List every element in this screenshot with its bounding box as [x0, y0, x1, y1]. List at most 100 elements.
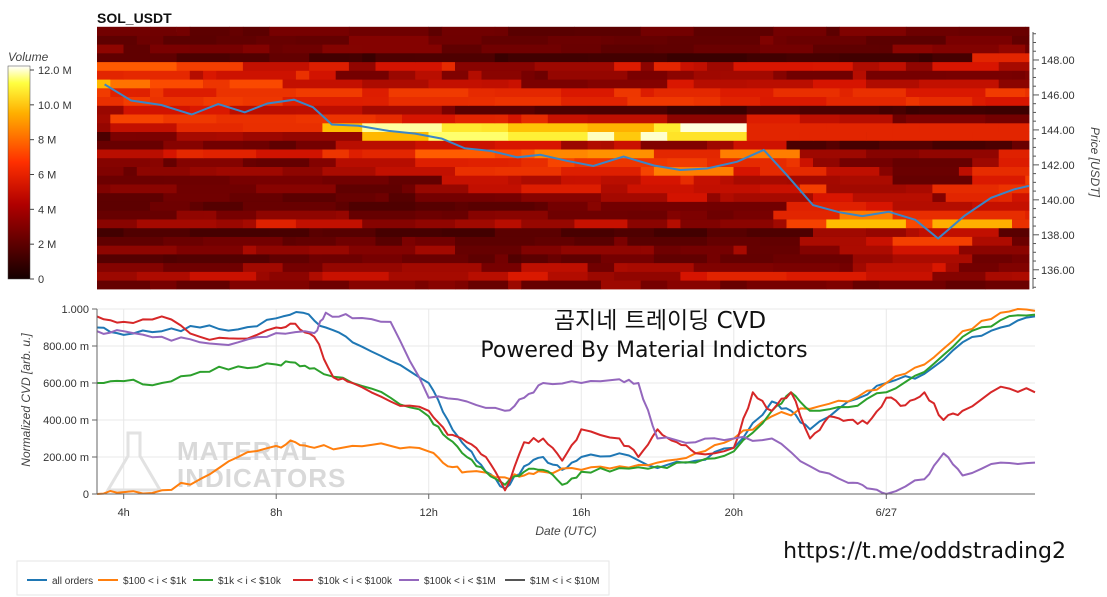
heatmap-cell — [1012, 271, 1030, 281]
heatmap-cell — [839, 87, 854, 97]
heatmap-cell — [521, 79, 588, 89]
heatmap-cell — [653, 44, 695, 54]
heatmap-cell — [667, 53, 748, 63]
legend-item-label[interactable]: $1k < i < $10k — [218, 576, 282, 587]
heatmap-cell — [508, 175, 522, 185]
heatmap-cell — [799, 149, 867, 159]
heatmap-cell — [176, 157, 244, 167]
cvd-y-tick-label: 0 — [83, 489, 89, 501]
heatmap-cell — [97, 149, 164, 159]
heatmap-cell — [1012, 219, 1030, 229]
heatmap-cell — [892, 175, 973, 185]
heatmap-cell — [958, 26, 1026, 36]
heatmap-cell — [229, 53, 270, 63]
heatmap-cell — [362, 131, 429, 141]
heatmap-cell — [720, 280, 748, 290]
heatmap-cell — [707, 201, 787, 211]
heatmap-cell — [574, 219, 628, 229]
heatmap-cell — [587, 79, 641, 89]
heatmap-cell — [653, 149, 721, 159]
heatmap-cell — [468, 201, 535, 211]
price-tick-label: 138.00 — [1041, 230, 1075, 242]
heatmap-cell — [534, 201, 549, 211]
heatmap-cell — [707, 157, 787, 167]
legend-item-label[interactable]: $1M < i < $10M — [530, 576, 599, 587]
cvd-series-line — [97, 313, 1036, 486]
heatmap-cell — [282, 236, 297, 246]
legend-item-label[interactable]: all orders — [52, 576, 93, 587]
legend-item-label[interactable]: $100k < i < $1M — [424, 576, 496, 587]
heatmap-cell — [627, 262, 695, 272]
heatmap-cell — [348, 53, 363, 63]
heatmap-cell — [110, 122, 177, 132]
heatmap-cell — [972, 201, 1030, 211]
heatmap-cell — [826, 140, 840, 150]
heatmap-cell — [229, 26, 244, 36]
colorbar-tick-label: 2 M — [38, 239, 56, 251]
heatmap-cell — [998, 44, 1026, 54]
heatmap-cell — [269, 254, 310, 264]
heatmap-cell — [786, 140, 827, 150]
telegram-link[interactable]: https://t.me/oddstrading2 — [783, 539, 1066, 564]
heatmap-cell — [203, 236, 284, 246]
heatmap-cell — [680, 219, 721, 229]
heatmap-cell — [547, 254, 562, 264]
heatmap-cell — [362, 87, 390, 97]
heatmap-cell — [640, 201, 708, 211]
heatmap-cell — [680, 61, 695, 71]
heatmap-cell — [561, 254, 602, 264]
heatmap-cell — [216, 219, 244, 229]
heatmap-cell — [375, 53, 416, 63]
heatmap-cell — [97, 184, 111, 194]
heatmap-cell — [587, 201, 602, 211]
heatmap-cell — [362, 96, 390, 106]
heatmap-cell — [242, 219, 257, 229]
heatmap-cell — [932, 140, 986, 150]
legend-item-label[interactable]: $100 < i < $1k — [123, 576, 187, 587]
heatmap-cell — [136, 271, 191, 281]
heatmap-cell — [693, 26, 774, 36]
legend-item-label[interactable]: $10k < i < $100k — [318, 576, 393, 587]
heatmap-cell — [322, 262, 403, 272]
heatmap-cell — [945, 280, 986, 290]
heatmap-cell — [693, 70, 721, 80]
heatmap-cell — [534, 105, 588, 115]
heatmap-cell — [640, 87, 655, 97]
colorbar-tick-label: 10.0 M — [38, 100, 72, 112]
heatmap-cell — [322, 254, 363, 264]
heatmap-cell — [945, 262, 960, 272]
heatmap-cell — [282, 44, 323, 54]
heatmap-cell — [150, 26, 177, 36]
heatmap-cell — [839, 175, 893, 185]
heatmap-cell — [508, 122, 589, 132]
heatmap-cell — [441, 61, 456, 71]
heatmap-cell — [614, 87, 641, 97]
heatmap-cell — [521, 149, 535, 159]
heatmap-cell — [866, 227, 907, 237]
heatmap-cell — [653, 122, 681, 132]
cvd-series-line — [96, 308, 1036, 495]
cvd-y-tick-label: 1.000 — [61, 304, 89, 316]
heatmap-cell — [693, 79, 748, 89]
price-axis: 148.00 146.00 144.00 142.00 140.00 138.00 136.… — [1032, 32, 1075, 289]
heatmap-cell — [97, 140, 164, 150]
heatmap-cell — [680, 245, 734, 255]
heatmap-cell — [892, 157, 973, 167]
heatmap-cell — [256, 271, 270, 281]
heatmap-cell — [494, 219, 522, 229]
heatmap-cell — [813, 131, 867, 141]
heatmap-cell — [972, 175, 1026, 185]
heatmap-cell — [216, 210, 257, 220]
cvd-x-tick-label: 16h — [572, 507, 590, 519]
heatmap-cell — [614, 227, 655, 237]
heatmap-cell — [176, 61, 244, 71]
heatmap-cell — [322, 271, 390, 281]
heatmap-cell — [521, 219, 575, 229]
heatmap-cell — [348, 35, 429, 45]
heatmap-cell — [242, 262, 284, 272]
heatmap-cell — [282, 262, 323, 272]
heatmap-cell — [587, 131, 615, 141]
heatmap-cell — [362, 122, 443, 132]
heatmap-cell — [985, 114, 1030, 124]
heatmap-cell — [309, 157, 337, 167]
